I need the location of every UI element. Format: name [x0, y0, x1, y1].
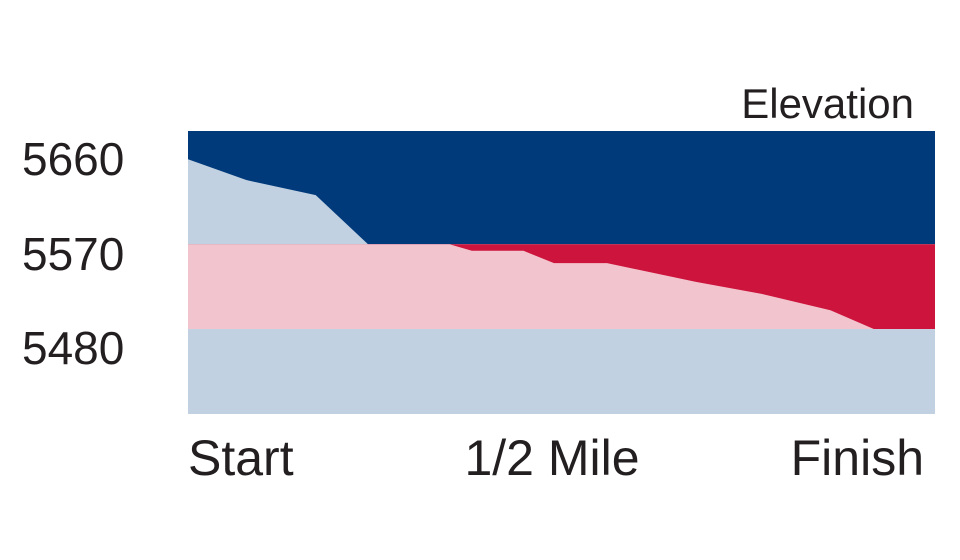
y-tick-label: 5480 [22, 322, 124, 374]
elevation-band-covered-2 [188, 329, 935, 414]
y-tick-label: 5570 [22, 228, 124, 280]
x-tick-label: Start [188, 430, 294, 486]
x-tick-label: 1/2 Mile [464, 430, 639, 486]
chart-title: Elevation [741, 80, 914, 127]
y-tick-label: 5660 [22, 133, 124, 185]
x-tick-label: Finish [791, 430, 924, 486]
